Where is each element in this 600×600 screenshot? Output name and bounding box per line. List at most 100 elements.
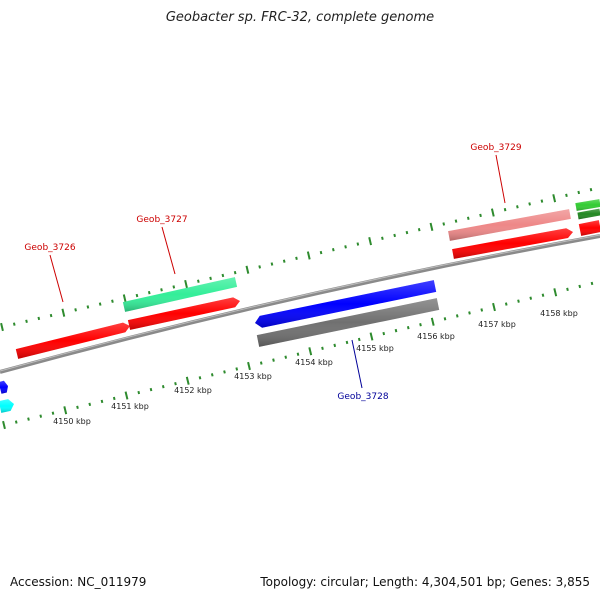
gene-label-leader xyxy=(161,226,176,275)
inner-tick-mark xyxy=(443,317,447,321)
outer-tick-mark xyxy=(540,199,544,203)
scale-label: 4151 kbp xyxy=(111,402,149,411)
outer-tick-mark xyxy=(306,251,311,260)
inner-tick-mark xyxy=(198,376,202,380)
outer-tick-mark xyxy=(344,245,347,249)
gene-label: Geob_3727 xyxy=(136,215,187,225)
outer-tick-mark xyxy=(111,299,114,303)
outer-tick-mark xyxy=(319,250,323,255)
feat-red-1-shade xyxy=(15,322,130,359)
label-layer: 4150 kbp 4151 kbp 4152 kbp 4153 kbp 4154 kbp… xyxy=(24,143,577,426)
outer-tick-mark xyxy=(135,293,139,298)
inner-tick-ring xyxy=(2,281,594,430)
outer-tick-mark xyxy=(233,270,237,275)
inner-tick-mark xyxy=(430,317,435,326)
outer-tick-mark xyxy=(258,265,261,269)
inner-tick-mark xyxy=(394,328,398,333)
outer-tick-mark xyxy=(74,308,77,312)
outer-tick-mark xyxy=(245,265,250,274)
inner-tick-mark xyxy=(357,337,361,342)
inner-tick-mark xyxy=(504,302,508,306)
genome-backbone-highlight xyxy=(0,234,600,372)
outer-tick-mark xyxy=(393,233,396,238)
feat-blue-1-shade xyxy=(255,280,437,328)
outer-tick-mark xyxy=(589,187,593,192)
outer-tick-mark xyxy=(577,190,581,195)
inner-tick-mark xyxy=(517,299,520,303)
inner-tick-mark xyxy=(382,331,386,336)
gene-label: Geob_3726 xyxy=(24,243,75,253)
feat-cyan-left-shade xyxy=(0,399,14,413)
scale-label: 4158 kbp xyxy=(540,309,578,318)
outer-tick-mark xyxy=(454,219,458,223)
inner-tick-mark xyxy=(14,420,18,424)
inner-tick-mark xyxy=(185,376,190,385)
inner-tick-mark xyxy=(27,417,30,421)
outer-tick-mark xyxy=(12,322,16,326)
outer-tick-mark xyxy=(122,294,127,303)
outer-tick-mark xyxy=(0,322,4,332)
inner-tick-mark xyxy=(259,361,263,365)
feat-red-3-shade xyxy=(452,228,573,259)
inner-tick-mark xyxy=(296,352,300,356)
inner-tick-mark xyxy=(284,355,288,359)
inner-tick-mark xyxy=(210,373,214,377)
outer-tick-mark xyxy=(466,216,470,220)
scale-label: 4150 kbp xyxy=(53,417,91,426)
inner-tick-mark xyxy=(566,287,569,292)
outer-tick-mark xyxy=(221,273,225,278)
inner-tick-mark xyxy=(100,399,104,404)
accession-text: Accession: NC_011979 xyxy=(10,575,147,589)
feat-blue-left-shade xyxy=(0,380,8,394)
map-title: Geobacter sp. FRC-32, complete genome xyxy=(165,10,435,25)
outer-tick-mark xyxy=(429,222,434,231)
outer-tick-mark xyxy=(381,236,384,240)
outer-tick-mark xyxy=(479,213,482,218)
outer-tick-mark xyxy=(490,208,495,217)
outer-tick-mark xyxy=(368,237,373,246)
inner-tick-mark xyxy=(529,296,533,300)
scale-label: 4156 kbp xyxy=(417,332,455,341)
outer-tick-mark xyxy=(552,194,557,203)
inner-tick-mark xyxy=(88,402,92,407)
inner-tick-mark xyxy=(76,405,79,409)
outer-tick-mark xyxy=(417,228,421,232)
inner-tick-mark xyxy=(455,314,459,318)
outer-tick-mark xyxy=(528,202,531,206)
inner-tick-mark xyxy=(333,343,337,348)
feat-darkgreen-1-shade xyxy=(577,208,600,220)
inner-tick-mark xyxy=(63,406,68,415)
scale-label: 4152 kbp xyxy=(174,386,212,395)
inner-tick-mark xyxy=(137,390,141,395)
outer-tick-mark xyxy=(209,276,212,281)
inner-tick-mark xyxy=(149,387,153,392)
inner-tick-mark xyxy=(578,284,582,289)
feat-gray-1-shade xyxy=(256,298,440,347)
outer-tick-mark xyxy=(37,316,41,321)
gene-label: Geob_3729 xyxy=(470,143,521,153)
feature-track xyxy=(0,199,600,413)
inner-tick-mark xyxy=(308,347,313,356)
genome-summary-text: Topology: circular; Length: 4,304,501 bp… xyxy=(260,575,590,589)
outer-tick-mark xyxy=(270,262,274,266)
outer-tick-mark xyxy=(565,193,568,198)
inner-tick-mark xyxy=(124,391,129,400)
scale-label: 4155 kbp xyxy=(356,344,394,353)
outer-tick-mark xyxy=(503,207,507,212)
scale-label: 4157 kbp xyxy=(478,320,516,329)
feat-red-2-shade xyxy=(127,297,240,330)
inner-tick-mark xyxy=(553,288,558,297)
inner-tick-mark xyxy=(51,411,55,415)
inner-tick-mark xyxy=(406,325,410,330)
inner-tick-mark xyxy=(345,340,349,345)
gene-label-leader xyxy=(495,154,506,204)
inner-tick-mark xyxy=(112,396,116,401)
inner-tick-mark xyxy=(235,367,239,371)
outer-tick-mark xyxy=(197,279,200,283)
gene-label-leader xyxy=(49,254,64,303)
outer-tick-mark xyxy=(172,285,176,289)
feat-pink-1-shade xyxy=(448,209,571,241)
inner-tick-mark xyxy=(2,420,6,430)
outer-tick-mark xyxy=(98,302,102,306)
